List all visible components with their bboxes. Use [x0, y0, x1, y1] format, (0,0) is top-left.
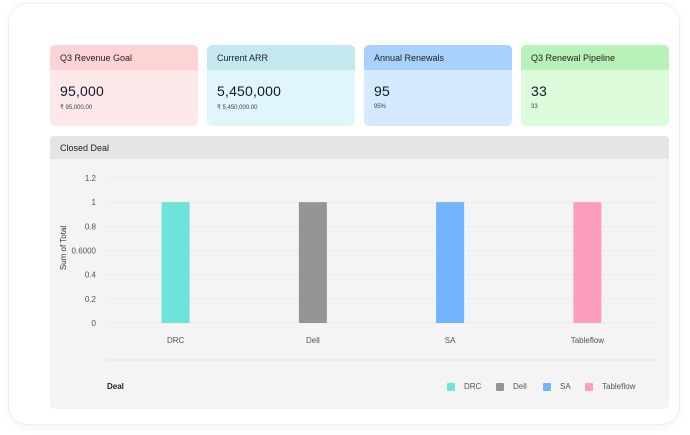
legend-swatch — [447, 382, 455, 391]
y-tick-label: 0.2 — [85, 295, 97, 304]
card-annual-renewals[interactable]: Annual Renewals 95 95% — [364, 45, 512, 126]
bar-sa[interactable] — [436, 202, 465, 323]
card-value: 95 — [374, 83, 390, 99]
y-tick-label: 0 — [92, 319, 97, 328]
card-title: Annual Renewals — [364, 45, 512, 70]
card-value: 5,450,000 — [217, 83, 282, 99]
x-tick-label: SA — [445, 336, 456, 345]
y-tick-label: 0.8 — [85, 222, 97, 231]
legend-swatch — [543, 382, 551, 391]
legend-item-dell[interactable]: Dell — [496, 382, 527, 391]
bar-drc[interactable] — [161, 202, 190, 323]
card-subvalue: ₹ 95,000.00 — [60, 105, 93, 111]
card-q3-revenue-goal[interactable]: Q3 Revenue Goal 95,000 ₹ 95,000.00 — [50, 45, 198, 126]
closed-deal-panel: Closed Deal Sum of Total 0 0.2 0.4 0.6000 0.… — [50, 136, 669, 409]
card-title: Current ARR — [207, 45, 355, 70]
legend-label: SA — [560, 382, 571, 391]
card-value: 95,000 — [60, 83, 105, 99]
legend-title: Deal — [107, 382, 124, 391]
legend-item-sa[interactable]: SA — [543, 382, 571, 391]
y-tick-label: 0.4 — [85, 271, 97, 280]
y-tick-label: 1 — [92, 198, 97, 207]
panel-title: Closed Deal — [50, 136, 669, 159]
y-tick-label: 0.6000 — [72, 247, 97, 256]
card-subvalue: 33 — [531, 104, 538, 110]
card-value: 33 — [531, 83, 547, 99]
x-tick-label: Tableflow — [571, 336, 605, 345]
legend-label: Dell — [513, 382, 527, 391]
card-subvalue: ₹ 5,450,000.00 — [217, 105, 258, 111]
card-title: Q3 Renewal Pipeline — [521, 45, 669, 70]
y-axis-label: Sum of Total — [59, 226, 68, 271]
legend-swatch — [496, 382, 504, 391]
y-tick-label: 1.2 — [85, 174, 97, 183]
x-tick-label: DRC — [167, 336, 185, 345]
legend-item-tableflow[interactable]: Tableflow — [585, 382, 635, 391]
legend-swatch — [585, 382, 593, 391]
legend-item-drc[interactable]: DRC — [447, 382, 481, 391]
card-q3-renewal-pipeline[interactable]: Q3 Renewal Pipeline 33 33 — [521, 45, 669, 126]
x-tick-label: Dell — [306, 336, 320, 345]
legend: Deal DRC Dell SA Tableflow — [50, 382, 669, 398]
closed-deal-chart: Sum of Total 0 0.2 0.4 0.6000 0.8 1 1.2 DRC Dell… — [59, 174, 656, 361]
bar-dell[interactable] — [298, 202, 327, 323]
legend-label: DRC — [464, 382, 482, 391]
card-title: Q3 Revenue Goal — [50, 45, 198, 70]
card-subvalue: 95% — [374, 104, 387, 110]
legend-label: Tableflow — [602, 382, 636, 391]
card-current-arr[interactable]: Current ARR 5,450,000 ₹ 5,450,000.00 — [207, 45, 355, 126]
bar-tableflow[interactable] — [573, 202, 602, 323]
